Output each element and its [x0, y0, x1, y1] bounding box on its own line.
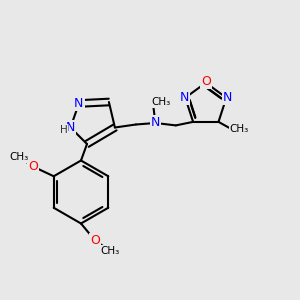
Text: CH₃: CH₃ [9, 152, 28, 162]
Text: N: N [74, 97, 84, 110]
Text: N: N [151, 116, 160, 130]
Text: N: N [66, 121, 75, 134]
Text: CH₃: CH₃ [230, 124, 249, 134]
Text: O: O [91, 234, 100, 248]
Text: O: O [28, 160, 38, 173]
Text: O: O [201, 75, 211, 88]
Text: CH₃: CH₃ [100, 245, 119, 256]
Text: H: H [60, 125, 68, 135]
Text: N: N [180, 91, 189, 104]
Text: N: N [223, 91, 232, 104]
Text: CH₃: CH₃ [152, 97, 171, 107]
